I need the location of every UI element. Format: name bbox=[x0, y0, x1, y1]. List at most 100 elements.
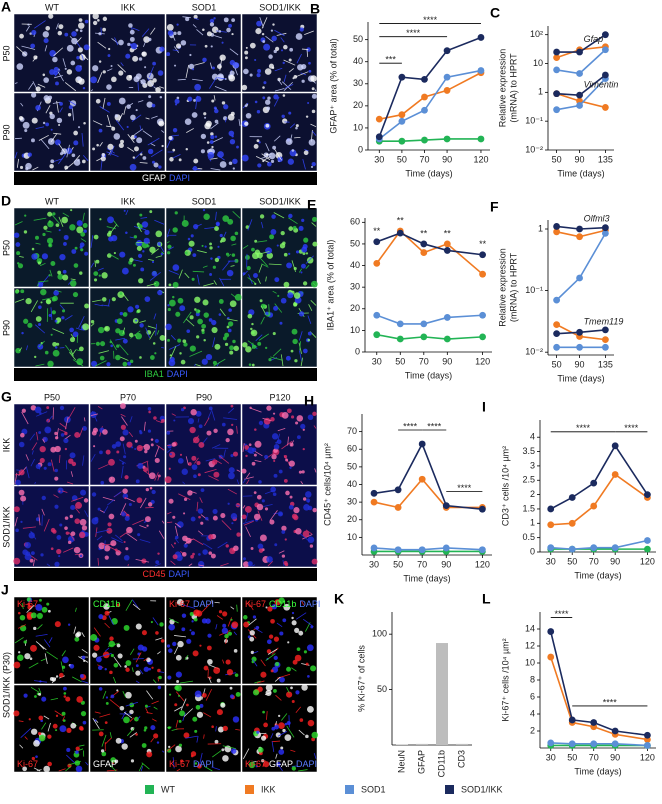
cell bbox=[226, 325, 230, 329]
cell-process bbox=[301, 48, 309, 50]
cell-process bbox=[25, 25, 30, 32]
cell bbox=[43, 466, 47, 470]
cell-process bbox=[106, 125, 114, 128]
cell-process bbox=[14, 298, 25, 303]
cell bbox=[54, 476, 59, 481]
cell-process bbox=[197, 530, 204, 536]
cell bbox=[267, 96, 271, 100]
cell bbox=[186, 638, 192, 644]
cell bbox=[54, 504, 59, 509]
cell-process bbox=[195, 223, 202, 228]
cell bbox=[268, 634, 274, 639]
cell bbox=[211, 26, 219, 33]
y-tick-label: 3.5 bbox=[522, 446, 535, 456]
legend-swatch bbox=[145, 785, 154, 794]
cell bbox=[172, 127, 178, 133]
cell bbox=[222, 725, 228, 732]
cell-process bbox=[192, 538, 204, 546]
caption: GFAP DAPI bbox=[142, 173, 190, 183]
cell bbox=[104, 668, 107, 671]
cell-process bbox=[151, 115, 158, 119]
cell bbox=[48, 274, 51, 277]
cell bbox=[306, 257, 314, 264]
cell-process bbox=[246, 479, 250, 485]
cell-process bbox=[16, 158, 19, 168]
cell bbox=[102, 429, 108, 435]
data-point bbox=[443, 135, 451, 143]
cell bbox=[228, 467, 235, 474]
cell-process bbox=[236, 479, 240, 485]
cell bbox=[257, 69, 262, 73]
column-label: P50 bbox=[44, 392, 60, 402]
micrograph-tile bbox=[13, 207, 90, 288]
cell bbox=[188, 63, 195, 70]
cell-process bbox=[227, 488, 238, 495]
y-tick-label: 1 bbox=[538, 223, 543, 233]
cell-process bbox=[205, 688, 213, 701]
y-tick-label: 0 bbox=[530, 546, 535, 556]
cell-process bbox=[182, 481, 186, 485]
cell-process bbox=[98, 350, 110, 354]
cell bbox=[47, 211, 53, 217]
cell bbox=[209, 18, 215, 24]
cell bbox=[27, 152, 32, 157]
cell-process bbox=[125, 701, 139, 707]
cell-process bbox=[122, 691, 127, 698]
cell bbox=[141, 743, 147, 748]
cell bbox=[50, 333, 53, 336]
cell bbox=[295, 250, 300, 254]
cell bbox=[144, 516, 151, 523]
cell-process bbox=[171, 413, 176, 416]
cell-process bbox=[138, 763, 144, 772]
cell-process bbox=[78, 744, 85, 747]
cell bbox=[135, 304, 140, 309]
tile-background bbox=[241, 684, 318, 773]
series-line bbox=[376, 232, 483, 256]
data-point bbox=[421, 136, 428, 144]
cell bbox=[125, 660, 132, 666]
cell-process bbox=[247, 277, 256, 284]
cell-process bbox=[175, 719, 179, 728]
cell bbox=[151, 160, 156, 164]
cell bbox=[258, 420, 264, 426]
cell bbox=[16, 251, 21, 256]
cell bbox=[168, 135, 173, 140]
cell bbox=[270, 159, 275, 163]
cell-process bbox=[192, 270, 205, 273]
cell-process bbox=[271, 741, 275, 752]
cell bbox=[52, 295, 58, 302]
cell-process bbox=[14, 473, 21, 476]
cell bbox=[146, 524, 149, 527]
cell bbox=[77, 158, 80, 162]
data-point bbox=[601, 343, 609, 351]
cell bbox=[157, 289, 163, 296]
cell bbox=[206, 31, 212, 37]
cell bbox=[183, 342, 188, 347]
cell-process bbox=[274, 303, 283, 313]
cell-process bbox=[75, 327, 83, 331]
cell-process bbox=[259, 17, 264, 28]
cell bbox=[250, 327, 253, 331]
cell bbox=[27, 322, 33, 328]
cell bbox=[111, 444, 117, 449]
cell-process bbox=[198, 564, 205, 567]
cell bbox=[291, 611, 295, 615]
cell bbox=[172, 295, 175, 299]
cell bbox=[124, 496, 127, 500]
cell bbox=[233, 345, 239, 352]
cell-process bbox=[68, 100, 77, 106]
data-point bbox=[370, 498, 378, 506]
cell bbox=[90, 634, 98, 642]
cell bbox=[147, 502, 153, 507]
cell-process bbox=[172, 757, 175, 769]
cell bbox=[196, 711, 204, 718]
cell bbox=[273, 655, 278, 660]
cell bbox=[179, 352, 182, 355]
cell bbox=[221, 422, 226, 427]
cell-process bbox=[135, 559, 150, 563]
cell bbox=[273, 94, 279, 100]
cell bbox=[81, 525, 88, 531]
cell-process bbox=[49, 269, 53, 277]
cell-process bbox=[16, 46, 27, 56]
cell bbox=[35, 235, 39, 240]
